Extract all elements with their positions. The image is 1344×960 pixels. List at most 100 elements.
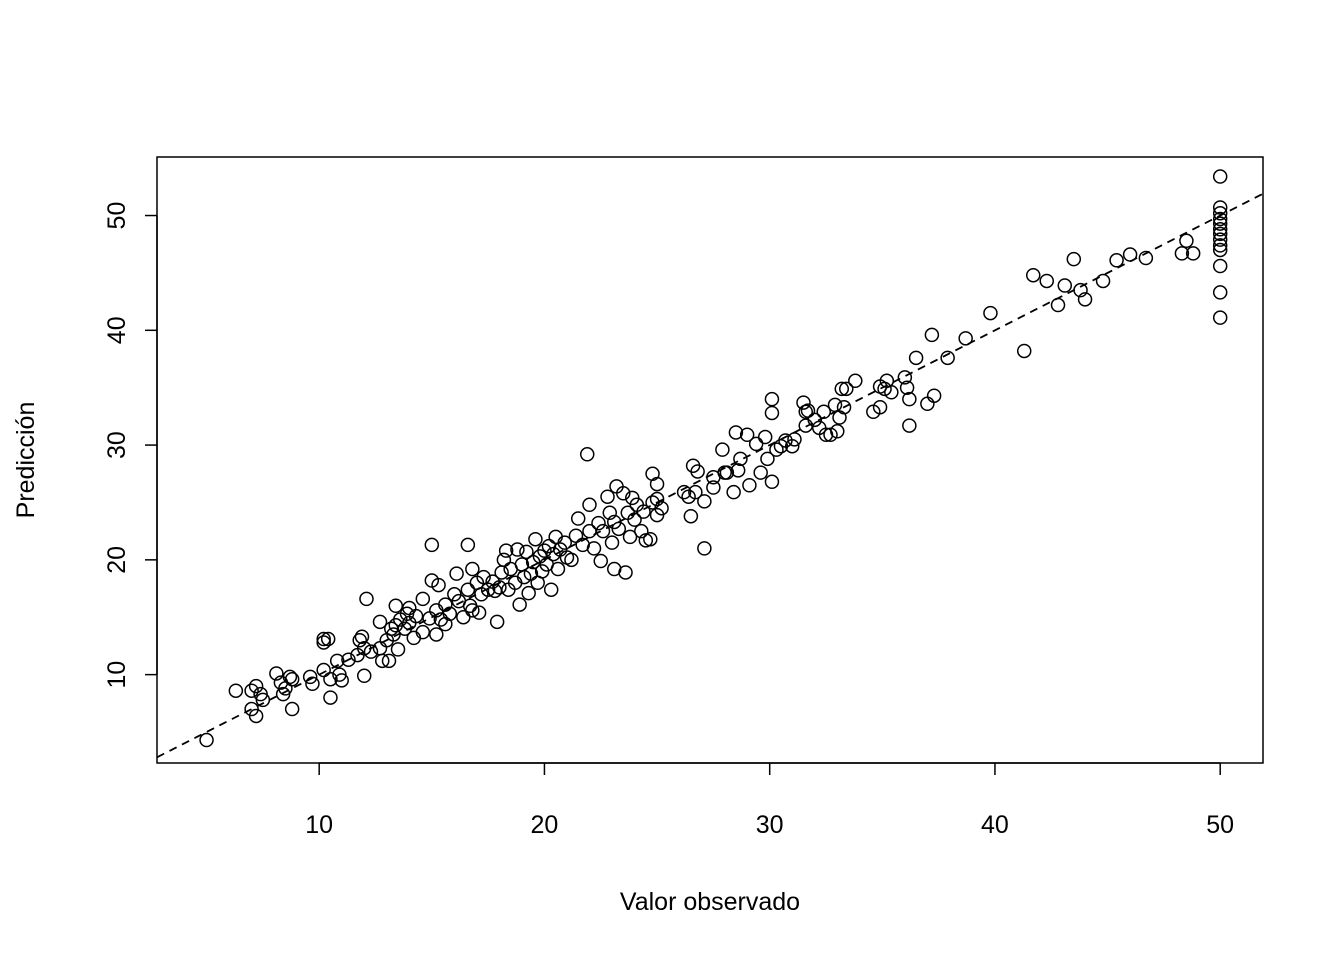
data-point: [408, 608, 424, 624]
data-point: [305, 676, 320, 692]
data-point: [582, 497, 597, 513]
data-point: [627, 512, 642, 527]
data-point: [902, 418, 917, 433]
data-point: [798, 418, 813, 433]
data-point: [489, 614, 505, 630]
data-point: [476, 569, 491, 585]
data-point: [733, 451, 748, 467]
data-point: [390, 642, 406, 657]
data-point: [719, 465, 735, 480]
data-point: [431, 577, 446, 593]
data-point: [465, 561, 480, 577]
data-point: [460, 537, 476, 553]
data-point: [1212, 226, 1228, 242]
x-axis-title: Valor observado: [620, 888, 800, 916]
data-point: [302, 669, 318, 685]
data-point: [248, 708, 264, 724]
data-point: [764, 391, 780, 407]
y-axis-title: Predicción: [12, 402, 40, 519]
data-point: [356, 668, 372, 684]
data-point: [739, 427, 755, 442]
data-point: [730, 463, 746, 478]
data-point: [248, 678, 264, 694]
data-point: [1212, 222, 1228, 237]
data-point: [480, 582, 496, 597]
y-tick-label: 20: [103, 546, 131, 574]
data-point: [244, 683, 259, 698]
data-point: [643, 531, 658, 547]
data-point: [510, 542, 525, 557]
data-point: [354, 629, 370, 644]
data-point: [516, 569, 532, 585]
y-tick-label: 30: [103, 431, 131, 459]
data-point: [600, 489, 615, 504]
data-point: [1174, 246, 1190, 261]
data-point: [359, 591, 374, 607]
data-point: [363, 644, 379, 659]
data-point: [899, 380, 915, 395]
y-tick-label: 50: [103, 202, 131, 230]
data-point: [830, 424, 845, 439]
data-point: [415, 591, 431, 607]
data-point: [1212, 242, 1228, 258]
data-point: [1066, 251, 1082, 267]
data-point: [1016, 343, 1032, 359]
data-point: [316, 631, 331, 647]
data-point: [618, 565, 633, 580]
reference-line-y-equals-x: [156, 192, 1264, 759]
y-tick-label: 40: [103, 316, 131, 344]
data-point: [926, 388, 942, 403]
data-point: [1212, 258, 1228, 274]
data-point: [1057, 278, 1073, 293]
data-point: [329, 653, 345, 669]
data-point: [557, 535, 572, 550]
data-point: [1212, 216, 1228, 231]
data-point: [341, 652, 356, 667]
data-point: [1185, 246, 1201, 261]
data-point: [877, 381, 892, 397]
data-point: [728, 425, 744, 440]
data-point: [471, 605, 487, 620]
data-point: [550, 561, 566, 577]
data-point: [1039, 273, 1055, 289]
data-point: [604, 535, 620, 550]
data-point: [836, 399, 852, 415]
data-point: [494, 565, 509, 580]
data-point: [690, 464, 705, 479]
data-point: [1212, 205, 1228, 221]
data-point: [579, 447, 595, 462]
data-point: [784, 438, 800, 454]
data-point: [1025, 267, 1041, 283]
data-point: [764, 405, 780, 421]
data-point: [1122, 247, 1138, 262]
data-point: [649, 491, 665, 507]
data-point: [548, 529, 563, 545]
data-point: [568, 528, 584, 543]
data-point: [1109, 253, 1124, 268]
data-point: [512, 597, 527, 612]
data-point: [1077, 292, 1093, 307]
data-point: [685, 458, 701, 473]
data-point: [1212, 238, 1228, 253]
data-point: [523, 566, 539, 581]
data-point: [582, 523, 597, 539]
data-point: [323, 671, 338, 687]
data-point: [449, 566, 464, 581]
data-point: [199, 732, 214, 748]
data-point: [456, 609, 471, 625]
data-point: [924, 327, 940, 343]
data-point: [591, 515, 606, 531]
data-point: [388, 618, 404, 633]
x-tick-label: 30: [756, 811, 784, 839]
data-point: [465, 603, 480, 618]
data-point: [564, 552, 579, 568]
data-point: [753, 465, 768, 480]
data-point: [796, 395, 811, 410]
data-point: [1212, 310, 1228, 325]
data-point: [769, 442, 784, 457]
data-point: [1073, 282, 1088, 298]
data-point: [1212, 211, 1228, 227]
x-tick-label: 40: [981, 811, 1009, 839]
x-tick-label: 20: [531, 811, 559, 839]
data-point: [334, 673, 349, 688]
